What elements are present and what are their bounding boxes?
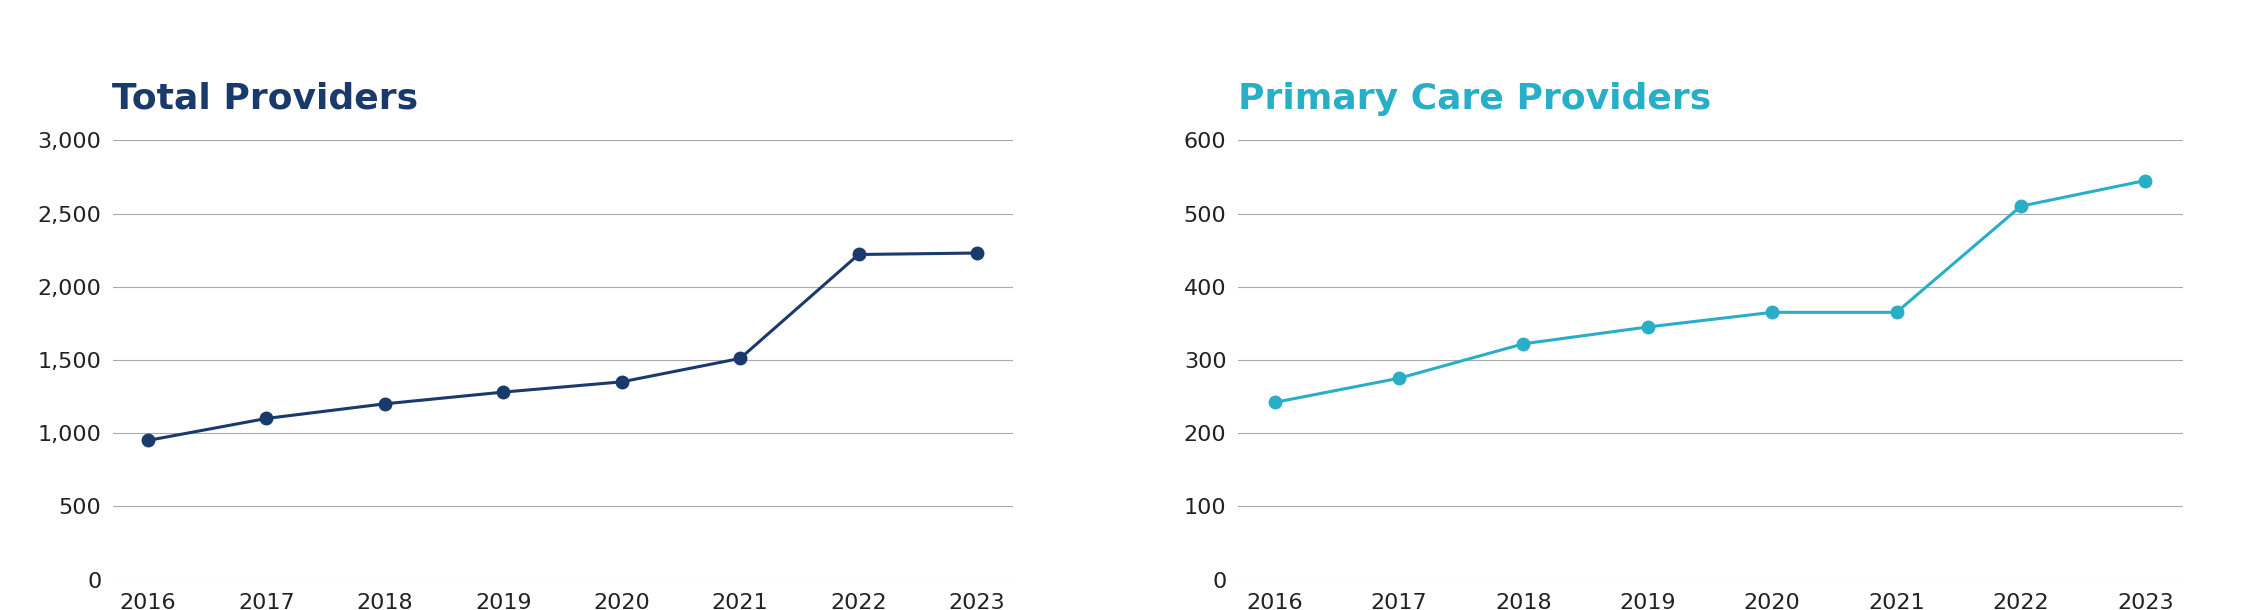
Text: Primary Care Providers: Primary Care Providers: [1238, 82, 1710, 116]
Text: Total Providers: Total Providers: [112, 82, 418, 116]
